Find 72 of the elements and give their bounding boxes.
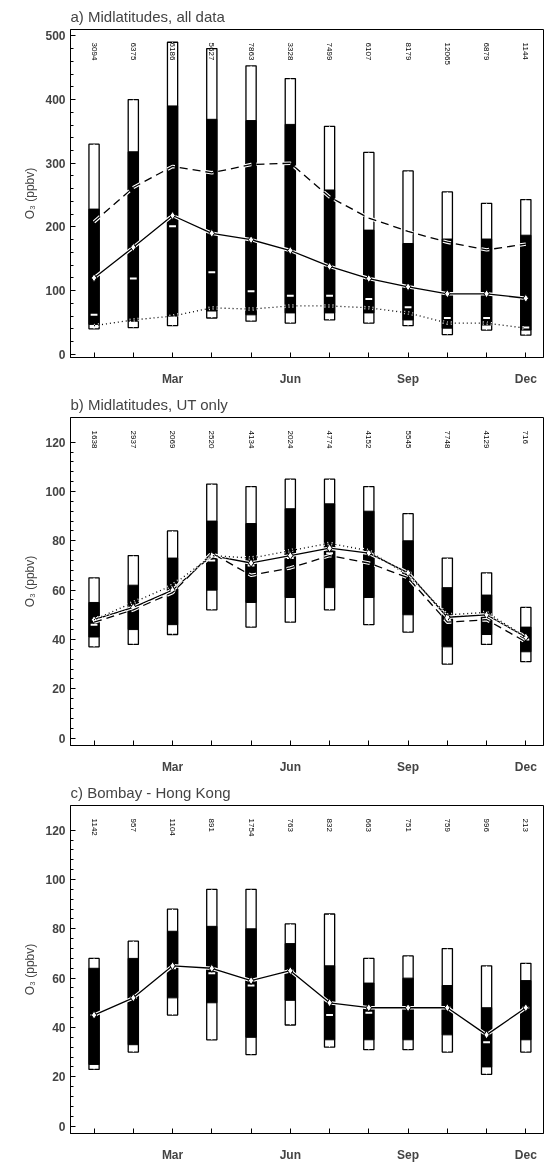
y-tick-label: 100 [45, 284, 66, 299]
annotation: 2520 [207, 430, 217, 449]
annotation: 1142 [89, 818, 99, 837]
y-tick-label: 0 [58, 347, 66, 362]
annotation: 1754 [246, 818, 256, 837]
annotation: 3094 [89, 42, 99, 61]
y-tick-label: 60 [52, 971, 66, 986]
annotation: 751 [403, 818, 413, 833]
x-tick-label: Dec [514, 759, 538, 774]
y-tick-label: 100 [45, 484, 66, 499]
annotation: 759 [442, 818, 452, 833]
annotation: 7863 [246, 42, 256, 61]
chart-title: a) Midlatitudes, all data [70, 7, 226, 25]
x-tick-label: Jun [279, 371, 301, 386]
annotation: 663 [364, 818, 374, 833]
y-tick-label: 0 [58, 731, 66, 746]
y-tick-label: 40 [52, 1020, 66, 1035]
y-tick-label: 120 [45, 823, 66, 838]
annotation: 4134 [246, 430, 256, 449]
annotation: 996 [482, 818, 492, 833]
x-tick-label: Sep [397, 1147, 420, 1162]
annotation: 1104 [168, 818, 178, 837]
annotation: 891 [207, 818, 217, 833]
x-tick-label: Dec [514, 371, 538, 386]
annotation: 1144 [521, 42, 531, 61]
annotation: 3328 [285, 42, 295, 61]
annotation: 957 [128, 818, 138, 833]
y-axis-title: O₃ (ppbv) [23, 943, 38, 996]
annotation: 8179 [403, 42, 413, 61]
x-tick-label: Jun [279, 1147, 301, 1162]
annotation: 1638 [89, 430, 99, 449]
y-tick-label: 0 [58, 1119, 66, 1134]
annotation: 7748 [442, 430, 452, 449]
annotation: 213 [521, 818, 531, 833]
chart-title: b) Midlatitudes, UT only [70, 395, 229, 413]
annotation: 4774 [325, 430, 335, 449]
x-tick-label: Sep [397, 371, 420, 386]
annotation: 716 [521, 430, 531, 445]
x-tick-label: Mar [161, 1147, 184, 1162]
y-tick-label: 20 [52, 682, 66, 697]
annotation: 2069 [168, 430, 178, 449]
y-tick-label: 40 [52, 632, 66, 647]
annotation: 6879 [482, 42, 492, 61]
annotation: 832 [325, 818, 335, 833]
annotation: 763 [285, 818, 295, 833]
x-tick-label: Jun [279, 759, 301, 774]
y-tick-label: 60 [52, 583, 66, 598]
annotation: 7499 [325, 42, 335, 61]
x-tick-label: Dec [514, 1147, 538, 1162]
y-tick-label: 80 [52, 922, 66, 937]
y-tick-label: 500 [45, 29, 66, 44]
annotation: 2024 [285, 430, 295, 449]
x-tick-label: Sep [397, 759, 420, 774]
y-tick-label: 20 [52, 1070, 66, 1085]
annotation: 6375 [128, 42, 138, 61]
annotation: 12065 [442, 42, 452, 66]
y-tick-label: 100 [45, 872, 66, 887]
x-tick-label: Mar [161, 759, 184, 774]
y-tick-label: 80 [52, 534, 66, 549]
chart-title: c) Bombay - Hong Kong [70, 783, 231, 801]
annotation: 4129 [482, 430, 492, 449]
y-tick-label: 300 [45, 156, 66, 171]
y-axis-title: O₃ (ppbv) [23, 167, 38, 220]
annotation: 2937 [128, 430, 138, 449]
y-tick-label: 200 [45, 220, 66, 235]
y-axis-title: O₃ (ppbv) [23, 555, 38, 608]
annotation: 4152 [364, 430, 374, 449]
annotation: 5545 [403, 430, 413, 449]
x-tick-label: Mar [161, 371, 184, 386]
annotation: 6107 [364, 42, 374, 61]
y-tick-label: 120 [45, 435, 66, 450]
y-tick-label: 400 [45, 93, 66, 108]
